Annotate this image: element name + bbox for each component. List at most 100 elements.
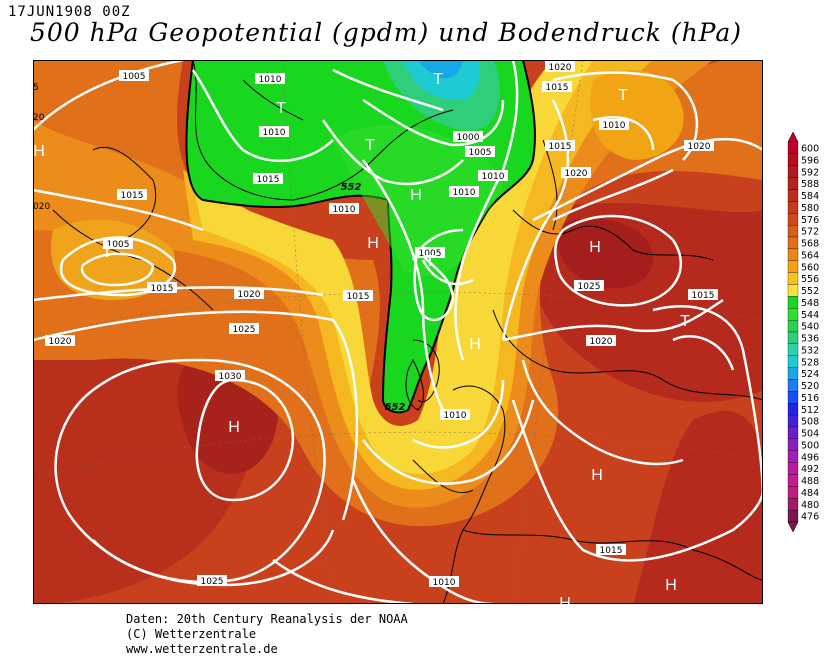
isobar-label: 1015 bbox=[596, 544, 626, 556]
legend-label: 552 bbox=[801, 286, 819, 297]
legend-swatch bbox=[787, 248, 799, 261]
isobar-label: 1005 bbox=[415, 247, 445, 259]
svg-text:1015: 1015 bbox=[347, 292, 370, 302]
legend-swatch bbox=[787, 165, 799, 178]
isobar-label: 1015 bbox=[343, 290, 373, 302]
legend-swatch bbox=[787, 189, 799, 202]
low-center: T bbox=[433, 71, 443, 88]
legend-swatch bbox=[787, 319, 799, 333]
legend-label: 600 bbox=[801, 144, 819, 155]
legend-label: 588 bbox=[801, 179, 819, 190]
isobar-label: 1025 bbox=[229, 323, 259, 335]
legend-label: 528 bbox=[801, 357, 819, 368]
edge-labels: 5 20 020 bbox=[33, 83, 50, 212]
legend-label: 568 bbox=[801, 239, 819, 250]
legend-swatch bbox=[787, 296, 799, 309]
svg-text:1010: 1010 bbox=[482, 172, 505, 182]
color-legend: 6005965925885845805765725685645605565525… bbox=[787, 132, 819, 532]
legend-label: 572 bbox=[801, 227, 819, 238]
legend-swatch bbox=[787, 450, 799, 463]
svg-text:1010: 1010 bbox=[433, 578, 456, 588]
legend-label: 556 bbox=[801, 274, 819, 285]
svg-text:1025: 1025 bbox=[201, 577, 224, 587]
svg-text:1020: 1020 bbox=[549, 63, 572, 73]
legend-swatch bbox=[787, 509, 799, 523]
chart-title: 500 hPa Geopotential (gpdm) und Bodendru… bbox=[30, 18, 743, 47]
svg-text:1015: 1015 bbox=[257, 175, 280, 185]
isobar-label: 1015 bbox=[117, 189, 147, 201]
legend-label: 596 bbox=[801, 155, 819, 166]
low-center: T bbox=[365, 137, 375, 154]
svg-text:1020: 1020 bbox=[49, 337, 72, 347]
svg-text:1010: 1010 bbox=[444, 411, 467, 421]
legend-label: 592 bbox=[801, 167, 819, 178]
legend-swatch bbox=[787, 284, 799, 297]
footer-source: Daten: 20th Century Reanalysis der NOAA bbox=[126, 612, 408, 626]
legend-swatch bbox=[787, 177, 799, 190]
isobar-label: 1025 bbox=[197, 575, 227, 587]
edge-label: 20 bbox=[33, 113, 45, 123]
isobar-label: 1005 bbox=[465, 146, 495, 158]
isobar-label: 1030 bbox=[215, 370, 245, 382]
isobar-label: 1010 bbox=[478, 170, 508, 182]
svg-text:1005: 1005 bbox=[107, 240, 130, 250]
legend-swatch bbox=[787, 474, 799, 487]
isobar-labels: 1005 1010 1010 1020 1015 1000 1005 1010 … bbox=[45, 61, 718, 588]
legend-label: 516 bbox=[801, 393, 819, 404]
svg-text:1030: 1030 bbox=[219, 372, 242, 382]
legend-label: 576 bbox=[801, 215, 819, 226]
svg-text:1005: 1005 bbox=[419, 249, 442, 259]
legend-label: 500 bbox=[801, 440, 819, 451]
svg-text:1015: 1015 bbox=[692, 291, 715, 301]
legend-label: 512 bbox=[801, 405, 819, 416]
high-center: H bbox=[591, 467, 603, 484]
isobar-label: 1010 bbox=[329, 203, 359, 215]
svg-text:1010: 1010 bbox=[453, 188, 476, 198]
field-ne-patch bbox=[590, 70, 684, 160]
isobar-label: 1005 bbox=[103, 238, 133, 250]
high-center: H bbox=[665, 577, 677, 594]
isobar-label: 1015 bbox=[147, 282, 177, 294]
legend-swatch bbox=[787, 438, 799, 451]
isobar-label: 1020 bbox=[684, 140, 714, 152]
isobar-label: 1025 bbox=[574, 280, 604, 292]
edge-label: 5 bbox=[33, 83, 39, 93]
svg-text:1025: 1025 bbox=[233, 325, 256, 335]
legend-swatch bbox=[787, 213, 799, 226]
isobar-label: 1000 bbox=[453, 131, 483, 143]
legend-swatch bbox=[787, 224, 799, 238]
high-center: H bbox=[33, 143, 45, 160]
svg-text:1005: 1005 bbox=[469, 148, 492, 158]
field-blue-inner bbox=[418, 60, 463, 79]
svg-text:1015: 1015 bbox=[121, 191, 144, 201]
legend-label: 564 bbox=[801, 250, 819, 261]
legend-swatch bbox=[787, 272, 799, 285]
weather-map: 1005 1010 1010 1020 1015 1000 1005 1010 … bbox=[33, 60, 763, 604]
chart-date: 17JUN1908 00Z bbox=[8, 4, 131, 20]
legend-labels: 6005965925885845805765725685645605565525… bbox=[801, 144, 819, 523]
pressure-centers: T T T T T T T H H H H H H H H H bbox=[33, 71, 690, 604]
svg-text:1000: 1000 bbox=[457, 133, 480, 143]
low-center: T bbox=[276, 100, 286, 117]
svg-text:1015: 1015 bbox=[600, 546, 623, 556]
legend-swatch bbox=[787, 367, 799, 380]
legend-swatch bbox=[787, 403, 799, 416]
isobar-label: 1005 bbox=[119, 70, 149, 82]
legend-swatch bbox=[787, 391, 799, 404]
contour-labels: 552 552 bbox=[341, 182, 406, 413]
legend-swatch bbox=[787, 260, 799, 273]
legend-label: 544 bbox=[801, 310, 819, 321]
svg-text:1010: 1010 bbox=[603, 121, 626, 131]
legend-label: 504 bbox=[801, 429, 819, 440]
legend-arrow-bottom bbox=[787, 521, 799, 532]
legend-label: 484 bbox=[801, 488, 819, 499]
footer: Daten: 20th Century Reanalysis der NOAA … bbox=[126, 612, 408, 657]
legend-label: 492 bbox=[801, 464, 819, 475]
legend-swatch bbox=[787, 462, 799, 475]
legend-label: 524 bbox=[801, 369, 819, 380]
footer-url[interactable]: www.wetterzentrale.de bbox=[126, 642, 278, 656]
high-center: H bbox=[559, 595, 571, 604]
isobar-label: 1010 bbox=[449, 186, 479, 198]
legend-label: 548 bbox=[801, 298, 819, 309]
svg-text:1010: 1010 bbox=[263, 128, 286, 138]
